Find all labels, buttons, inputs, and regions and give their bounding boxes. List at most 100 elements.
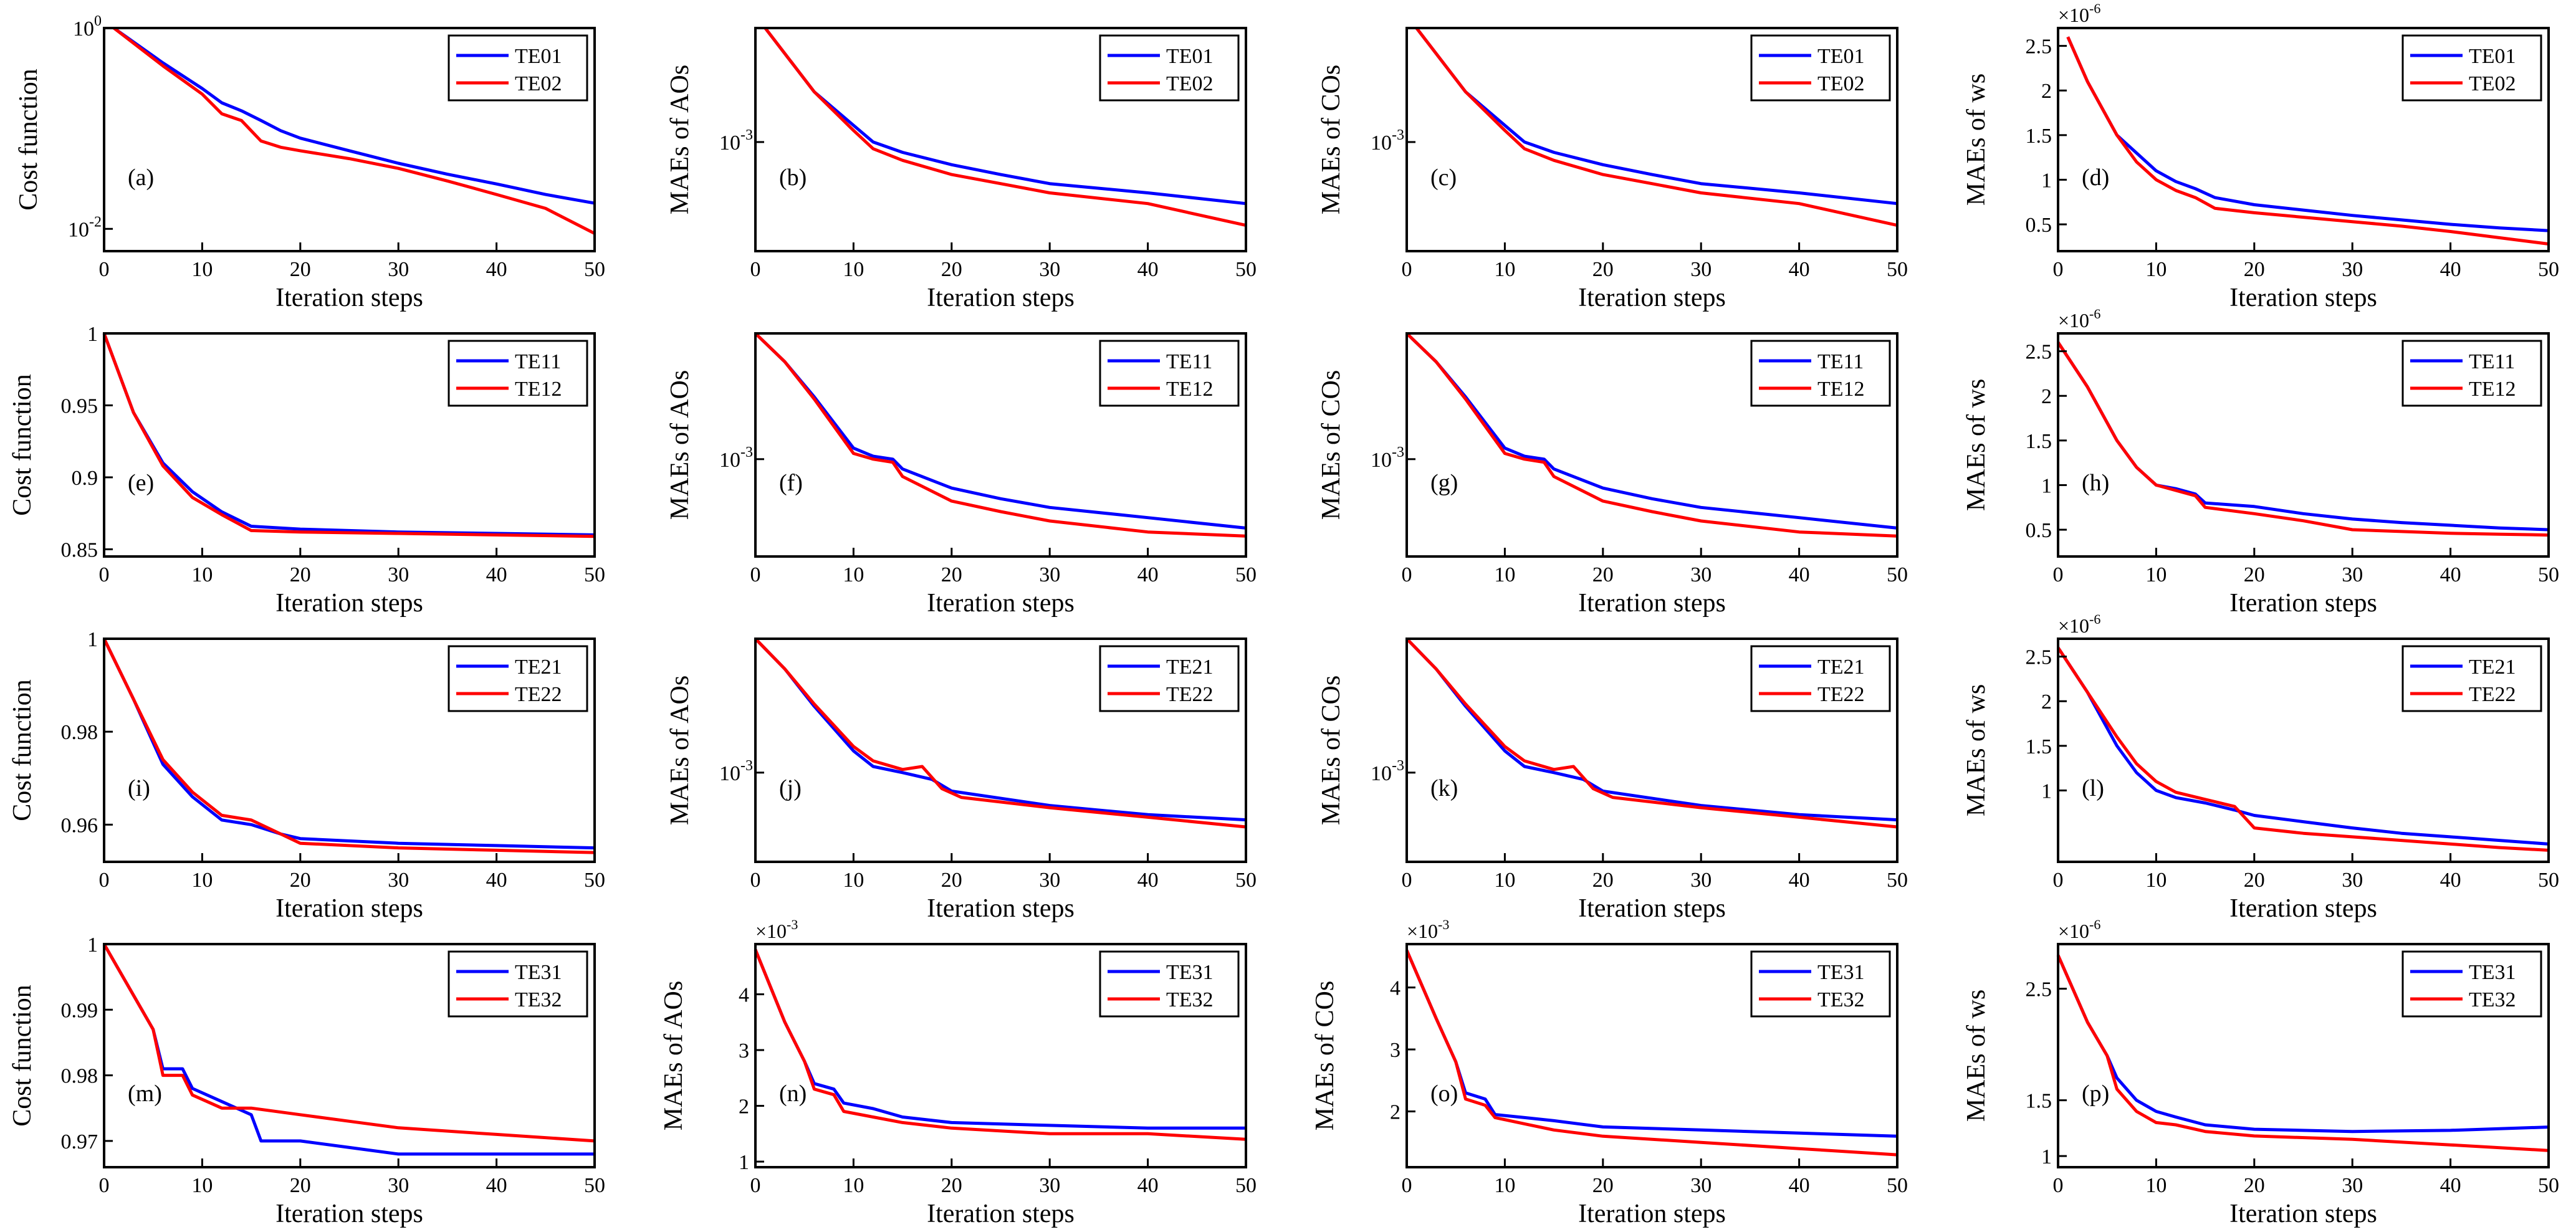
- panel-p: 0 10 20 30 40 50 2.5 1.5 1 ×10-6 Iteration steps MA…: [1962, 917, 2559, 1228]
- x-tick-label: 50: [2538, 563, 2559, 586]
- y-tick-label: 1.5: [2026, 430, 2052, 453]
- series-line-te32: [754, 949, 1247, 1141]
- x-tick-label: 0: [99, 869, 110, 892]
- x-tick-label: 20: [290, 258, 311, 281]
- y-exponent-label: ×10-3: [755, 917, 798, 942]
- x-tick-label: 10: [2145, 563, 2167, 586]
- x-tick-label: 0: [1402, 563, 1412, 586]
- legend-box: [448, 645, 588, 712]
- series-line-te02: [764, 27, 1247, 227]
- x-tick-label: 10: [1494, 869, 1515, 892]
- x-tick-label: 50: [1235, 563, 1257, 586]
- x-axis-label: Iteration steps: [1578, 589, 1726, 618]
- x-tick-label: 50: [584, 258, 605, 281]
- x-axis-label: Iteration steps: [275, 1200, 423, 1228]
- x-tick-label: 30: [2342, 258, 2363, 281]
- legend-label-te32: TE32: [515, 988, 562, 1011]
- x-tick-label: 20: [290, 1174, 311, 1197]
- legend-box: [2401, 950, 2542, 1018]
- y-tick-label: 4: [1390, 977, 1401, 1000]
- x-tick-label: 30: [2342, 563, 2363, 586]
- x-tick-label: 50: [584, 869, 605, 892]
- x-tick-label: 10: [1494, 563, 1515, 586]
- panel-label: (g): [1430, 470, 1458, 496]
- x-tick-label: 50: [584, 1174, 605, 1197]
- x-axis-label: Iteration steps: [275, 894, 423, 923]
- x-tick-label: 40: [2440, 869, 2461, 892]
- x-tick-label: 0: [750, 1174, 761, 1197]
- y-tick-label: 1: [87, 323, 98, 346]
- x-tick-label: 10: [2145, 258, 2167, 281]
- y-tick-label: 2: [1390, 1101, 1401, 1124]
- panel-d: 0 10 20 30 40 50 2.5 2 1.5 1 0.5 ×10-6 Iteration ste…: [1962, 1, 2559, 312]
- y-exponent-label: ×10-6: [2058, 917, 2100, 942]
- y-tick-label: 1: [2041, 169, 2052, 192]
- legend: TE31 TE32: [448, 950, 588, 1018]
- x-tick-label: 10: [191, 563, 213, 586]
- y-tick-label: 2.5: [2026, 646, 2052, 669]
- panel-label: (e): [128, 470, 154, 496]
- legend-label-te31: TE31: [515, 961, 562, 984]
- x-tick-label: 40: [1137, 1174, 1159, 1197]
- x-tick-label: 10: [843, 563, 864, 586]
- legend-label-te22: TE22: [1166, 683, 1214, 706]
- y-tick-label: 1: [739, 1151, 749, 1174]
- panel-b: 0 10 20 30 40 50 10-3 Iteration steps MAEs of AO…: [666, 27, 1257, 312]
- x-tick-label: 50: [2538, 1174, 2559, 1197]
- x-tick-label: 10: [191, 258, 213, 281]
- legend-label-te32: TE32: [2469, 988, 2516, 1011]
- y-exponent-label: ×10-6: [2058, 1, 2100, 26]
- x-tick-label: 20: [2244, 869, 2265, 892]
- x-tick-label: 30: [1039, 258, 1060, 281]
- axes-frame: [754, 943, 1247, 1168]
- legend: TE21 TE22: [448, 645, 588, 712]
- legend-box: [1099, 950, 1240, 1018]
- series-line-te02: [2066, 36, 2549, 246]
- x-tick-label: 30: [1690, 869, 1712, 892]
- y-tick-label: 10-2: [68, 214, 102, 241]
- y-exponent-label: ×10-6: [2058, 611, 2100, 637]
- legend-box: [2401, 340, 2542, 407]
- panel-label: (k): [1430, 775, 1458, 801]
- legend-label-te22: TE22: [2469, 683, 2516, 706]
- y-tick-label: 0.5: [2026, 214, 2052, 237]
- panel-label: (j): [779, 775, 802, 801]
- x-tick-label: 10: [843, 258, 864, 281]
- series-line-te22: [1405, 637, 1898, 829]
- x-tick-label: 40: [1789, 563, 1810, 586]
- panel-label: (n): [779, 1081, 807, 1107]
- panel-n: 0 10 20 30 40 50 4 3 2 1 ×10-3 Iteration steps MAEs …: [659, 917, 1257, 1228]
- legend-label-te11: TE11: [2469, 350, 2515, 373]
- legend-label-te22: TE22: [515, 683, 562, 706]
- y-axis-label: MAEs of COs: [1311, 981, 1339, 1130]
- x-tick-label: 30: [388, 563, 409, 586]
- x-tick-label: 50: [584, 563, 605, 586]
- x-tick-label: 0: [1402, 869, 1412, 892]
- legend-label-te32: TE32: [1166, 988, 1214, 1011]
- series-line-te21: [2056, 646, 2549, 846]
- axes-frame: [103, 332, 596, 558]
- y-tick-label: 10-3: [719, 127, 753, 155]
- legend-label-te21: TE21: [1817, 656, 1865, 679]
- x-tick-label: 10: [191, 869, 213, 892]
- y-tick-label: 10-3: [1371, 444, 1404, 472]
- legend-box: [1099, 34, 1240, 102]
- x-tick-label: 40: [1137, 869, 1159, 892]
- x-tick-label: 20: [290, 563, 311, 586]
- series-line-te32: [2056, 954, 2549, 1152]
- x-tick-label: 0: [2053, 258, 2064, 281]
- x-tick-label: 50: [2538, 258, 2559, 281]
- legend-label-te21: TE21: [2469, 656, 2516, 679]
- x-tick-label: 10: [1494, 258, 1515, 281]
- legend: TE01 TE02: [2401, 34, 2542, 102]
- y-axis-label: Cost function: [8, 679, 37, 821]
- x-tick-label: 40: [2440, 563, 2461, 586]
- axes-frame: [103, 943, 596, 1168]
- x-tick-label: 30: [1039, 869, 1060, 892]
- legend-box: [1099, 645, 1240, 712]
- legend-box: [1750, 950, 1891, 1018]
- legend: TE11 TE12: [2401, 340, 2542, 407]
- x-tick-label: 30: [1690, 1174, 1712, 1197]
- y-axis-label: MAEs of ws: [1962, 74, 1991, 206]
- series-line-te01: [764, 27, 1247, 206]
